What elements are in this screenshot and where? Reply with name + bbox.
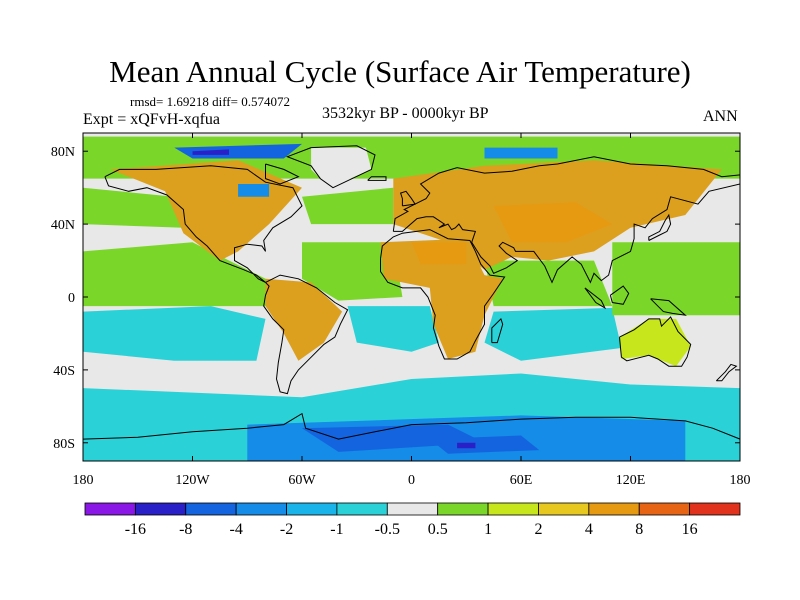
colorbar-box bbox=[689, 502, 741, 516]
colorbar-box bbox=[437, 502, 489, 516]
hudson-cool bbox=[238, 184, 270, 197]
colorbar-box bbox=[134, 502, 187, 516]
lat-tick-label: 40N bbox=[51, 218, 75, 233]
antarctic-cold-core bbox=[429, 435, 540, 454]
indian-ocean-cool bbox=[484, 307, 622, 361]
period-label: 3532kyr BP - 0000kyr BP bbox=[322, 105, 489, 122]
colorbar-box bbox=[487, 502, 539, 516]
colorbar-label: 16 bbox=[682, 521, 698, 538]
greenland-ice bbox=[311, 147, 372, 188]
lon-tick-label: 180 bbox=[73, 473, 94, 488]
coastline-new-guinea bbox=[650, 298, 687, 316]
africa-warm bbox=[380, 238, 503, 359]
experiment-label: Expt = xQFvH-xqfua bbox=[83, 111, 221, 128]
coastline-sumatra bbox=[584, 287, 607, 310]
colorbar-box bbox=[538, 502, 590, 516]
tropical-atlantic-green bbox=[302, 242, 403, 301]
coastline-british-isles bbox=[399, 190, 416, 207]
coastline-south-america bbox=[263, 274, 349, 395]
lat-tick-label: 0 bbox=[68, 291, 75, 306]
lon-tick-label: 60E bbox=[510, 473, 533, 488]
colorbar-label: 2 bbox=[534, 521, 542, 538]
south-america-warm bbox=[265, 278, 343, 361]
coastline-australia bbox=[619, 316, 692, 367]
colorbar-box bbox=[84, 502, 136, 516]
colorbar-label: -8 bbox=[179, 521, 192, 538]
coastline-baffin bbox=[265, 163, 300, 185]
colorbar-label: -16 bbox=[125, 521, 146, 538]
coastline-borneo bbox=[609, 285, 630, 305]
colorbar-box bbox=[386, 502, 439, 516]
chart-title: Mean Annual Cycle (Surface Air Temperatu… bbox=[109, 54, 691, 89]
lat-tick-label: 80N bbox=[51, 145, 75, 160]
colorbar-box bbox=[235, 502, 287, 516]
colorbar-label: -0.5 bbox=[375, 521, 400, 538]
arctic-very-cold bbox=[192, 149, 229, 155]
west-pacific-green bbox=[612, 242, 740, 316]
colorbar-label: -1 bbox=[330, 521, 343, 538]
colorbar-label: 8 bbox=[635, 521, 643, 538]
sahara-hot bbox=[411, 242, 467, 265]
north-atlantic-green bbox=[302, 187, 394, 225]
central-asia-hot bbox=[493, 202, 613, 243]
antarctic-very-cold bbox=[457, 442, 476, 449]
coastlines bbox=[83, 145, 740, 440]
coastline-new-zealand bbox=[715, 363, 738, 382]
colorbar-label: -4 bbox=[229, 521, 242, 538]
lon-tick-label: 120W bbox=[175, 473, 210, 488]
coastline-madagascar bbox=[491, 317, 504, 344]
colorbar-box bbox=[336, 502, 388, 516]
lon-tick-label: 120E bbox=[616, 473, 646, 488]
coastline-antarctica bbox=[83, 412, 740, 440]
lon-tick-label: 60W bbox=[288, 473, 316, 488]
lon-tick-label: 0 bbox=[408, 473, 415, 488]
season-label: ANN bbox=[703, 108, 738, 125]
australia-mild bbox=[619, 318, 691, 367]
colorbar-label: 4 bbox=[585, 521, 593, 538]
colorbar-box bbox=[286, 502, 338, 516]
coastline-greenland bbox=[286, 145, 376, 189]
colorbar-box bbox=[638, 502, 691, 516]
stats-label: rmsd= 1.69218 diff= 0.574072 bbox=[130, 94, 290, 109]
lat-tick-label: 40S bbox=[53, 364, 75, 379]
colorbar-box bbox=[185, 502, 237, 516]
colorbar-label: 0.5 bbox=[428, 521, 448, 538]
coastline-iceland bbox=[367, 176, 387, 181]
south-pacific-cool bbox=[83, 306, 266, 361]
indian-north-green bbox=[484, 260, 613, 307]
coastline-japan bbox=[648, 213, 672, 241]
coastline-eurasia bbox=[392, 156, 740, 284]
lat-tick-label: 80S bbox=[53, 437, 75, 452]
axis-ticks: 180 120W 60W 0 60E 120E 180 80N 40N 0 40S 80S bbox=[51, 133, 751, 488]
north-pacific-green bbox=[83, 187, 184, 228]
barents-cold bbox=[484, 147, 558, 159]
coastline-north-america bbox=[104, 165, 303, 283]
colorbar-box bbox=[588, 502, 640, 516]
coastline-africa bbox=[380, 229, 506, 360]
colorbar: -16 -8 -4 -2 -1 -0.5 0.5 1 2 4 8 16 bbox=[84, 502, 741, 538]
colorbar-label: -2 bbox=[280, 521, 293, 538]
lon-tick-label: 180 bbox=[730, 473, 751, 488]
south-atlantic-cool bbox=[347, 306, 439, 352]
colorbar-label: 1 bbox=[484, 521, 492, 538]
temperature-field bbox=[83, 133, 740, 461]
